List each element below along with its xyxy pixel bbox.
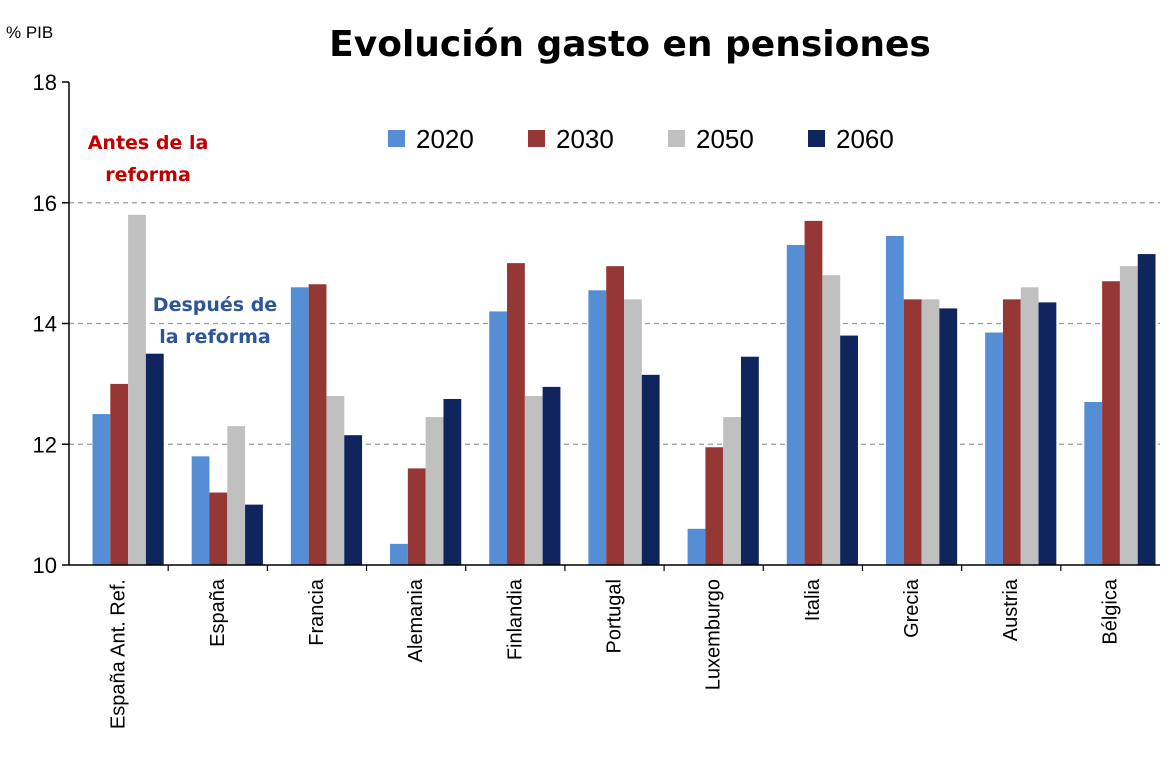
bars <box>92 214 1156 566</box>
bar-2030 <box>110 383 129 565</box>
bar-2060 <box>344 435 363 565</box>
y-tick-label: 14 <box>33 312 57 337</box>
bar-2050 <box>723 417 741 565</box>
bar-2060 <box>443 398 462 565</box>
x-tick-label: Portugal <box>604 579 626 654</box>
bar-2050 <box>822 275 841 565</box>
bar-2030 <box>507 263 525 565</box>
bar-2020 <box>1084 401 1103 565</box>
x-tick-label: Grecia <box>901 578 923 638</box>
bar-2050 <box>128 214 146 565</box>
bar-2050 <box>524 395 543 565</box>
x-tick-label: España <box>207 578 229 647</box>
annotation-text: Después de <box>153 294 277 316</box>
bar-2020 <box>489 311 508 565</box>
legend-swatch-2030 <box>528 130 545 147</box>
legend-label-2060: 2060 <box>836 124 894 154</box>
bar-2020 <box>390 543 408 565</box>
bar-2050 <box>1020 287 1039 565</box>
y-tick-label: 10 <box>33 553 57 578</box>
bar-2060 <box>641 374 660 565</box>
x-tick-label: España Ant. Ref. <box>108 579 130 729</box>
bar-2030 <box>209 492 228 565</box>
bar-2020 <box>885 235 904 566</box>
annotations: Antes de la reforma Después de la reforma <box>88 132 277 348</box>
bar-2030 <box>804 220 823 566</box>
bar-2020 <box>588 290 607 565</box>
y-tick-label: 18 <box>33 70 57 95</box>
y-axis-unit-label: % PIB <box>6 23 53 42</box>
x-tick-label: Bélgica <box>1099 578 1121 644</box>
bar-2050 <box>425 417 444 565</box>
bar-2060 <box>245 504 263 565</box>
legend-label-2020: 2020 <box>416 124 474 154</box>
legend-label-2050: 2050 <box>696 124 754 154</box>
legend-swatch-2060 <box>808 130 825 147</box>
bar-2060 <box>1038 302 1057 565</box>
legend-swatch-2050 <box>668 130 685 147</box>
bar-2050 <box>624 299 642 565</box>
bar-2030 <box>308 284 327 565</box>
annotation-text: Antes de la <box>88 132 209 154</box>
legend: 2020 2030 2050 2060 <box>388 124 894 154</box>
bar-2050 <box>921 299 940 565</box>
y-tick-labels: 10 12 14 16 18 <box>33 70 57 578</box>
bar-2030 <box>1002 299 1021 565</box>
bar-2030 <box>705 447 724 565</box>
bar-2050 <box>227 426 246 565</box>
bar-2030 <box>606 266 625 565</box>
axes <box>62 81 1160 571</box>
x-tick-label: Austria <box>1000 578 1022 641</box>
y-tick-label: 16 <box>33 191 57 216</box>
bar-2060 <box>542 386 561 565</box>
bar-2020 <box>191 456 210 565</box>
bar-2060 <box>740 356 759 565</box>
annotation-text: la reforma <box>159 326 271 348</box>
bar-2020 <box>786 245 805 565</box>
bar-2030 <box>407 468 426 565</box>
x-tick-label: Francia <box>306 578 328 646</box>
x-tick-label: Alemania <box>405 578 427 662</box>
x-tick-label: Italia <box>802 578 824 621</box>
bar-2020 <box>92 414 111 565</box>
legend-swatch-2020 <box>388 130 405 147</box>
chart-title: Evolución gasto en pensiones <box>329 24 931 65</box>
bar-2020 <box>290 287 309 565</box>
bar-2050 <box>326 395 345 565</box>
bar-2060 <box>1137 254 1156 565</box>
y-tick-label: 12 <box>33 432 57 457</box>
bar-2050 <box>1119 266 1138 565</box>
bar-2030 <box>903 299 922 565</box>
bar-2060 <box>145 353 164 565</box>
x-tick-labels: España Ant. Ref. España Francia Alemania Fin… <box>108 578 1122 729</box>
x-tick-label: Finlandia <box>504 578 526 660</box>
bar-2060 <box>939 308 958 565</box>
legend-label-2030: 2030 <box>556 124 614 154</box>
annotation-text: reforma <box>105 164 191 186</box>
bar-2020 <box>985 332 1003 565</box>
bar-2020 <box>687 528 706 565</box>
bar-2030 <box>1102 281 1120 565</box>
bar-2060 <box>840 335 858 565</box>
x-tick-label: Luxemburgo <box>703 579 725 690</box>
gridlines <box>69 202 1160 445</box>
